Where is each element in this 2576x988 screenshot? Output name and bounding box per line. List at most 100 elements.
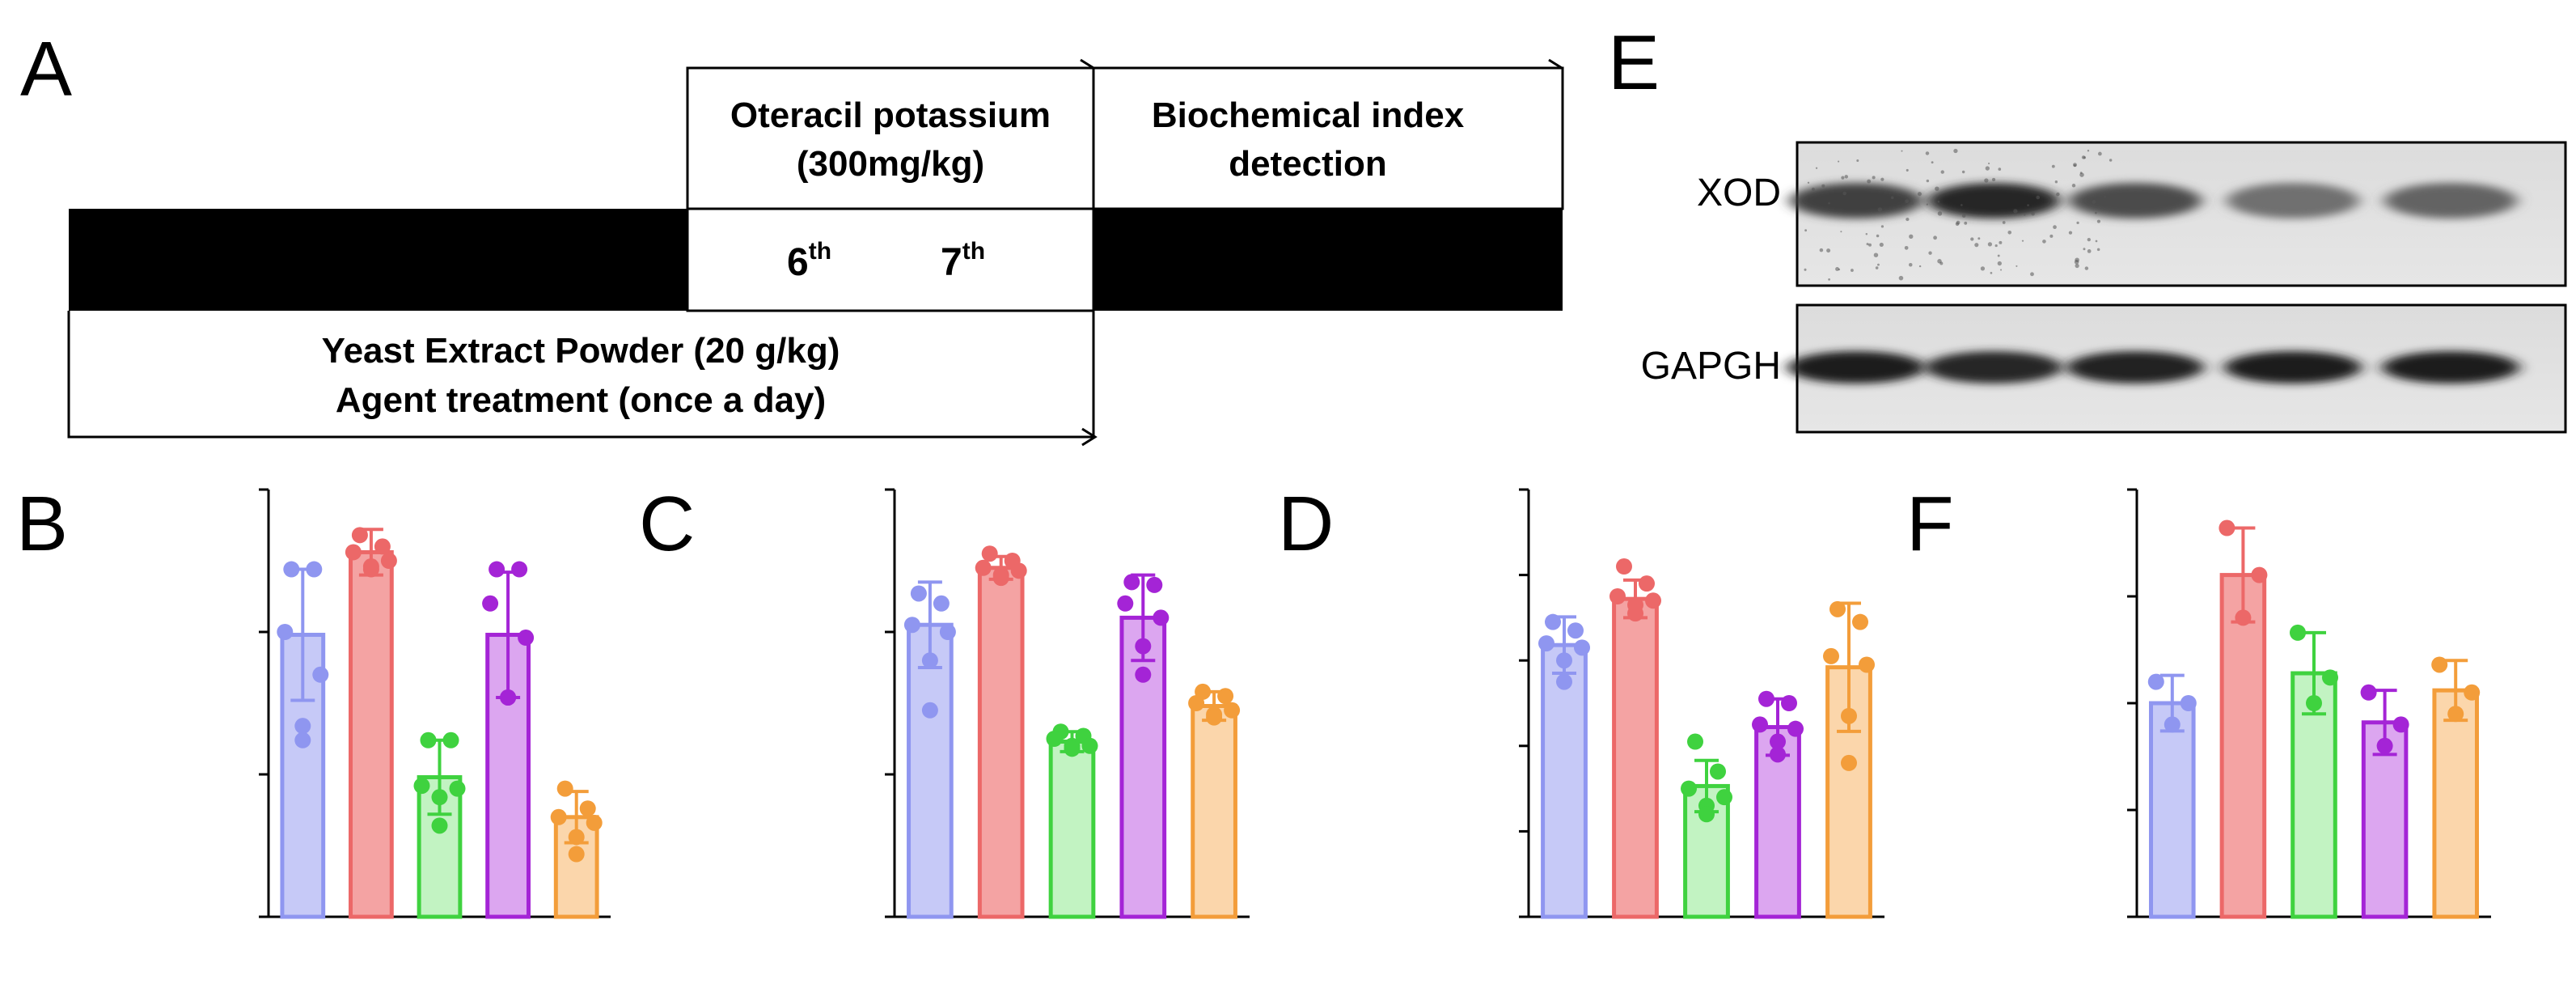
blot-speck (1970, 237, 1974, 241)
data-point (1123, 574, 1140, 591)
data-point (933, 595, 950, 612)
blot-speck (1901, 150, 1903, 152)
data-point (1781, 695, 1797, 711)
data-point (2447, 706, 2464, 723)
gapgh-band-model (1925, 351, 2062, 384)
data-point (1698, 806, 1715, 823)
blot-speck (1804, 229, 1808, 232)
xod-band-al (2069, 183, 2202, 218)
blot-speck (1841, 176, 1845, 180)
data-point (511, 561, 528, 578)
blot-speck (1880, 177, 1884, 181)
data-point (1135, 638, 1152, 655)
blot-speck (1997, 254, 2000, 257)
blot-speck (1821, 184, 1825, 188)
blot-speck (1935, 186, 1939, 191)
blot-speck (2021, 240, 2024, 242)
blot-speck (1880, 225, 1884, 228)
oteracil-line1: Oteracil potassium (730, 95, 1051, 135)
data-point (1545, 613, 1561, 630)
blot-speck (2075, 257, 2079, 263)
blot-speck (2073, 163, 2076, 167)
blot-speck (1828, 278, 1830, 281)
data-point (374, 538, 391, 555)
data-point (1010, 562, 1027, 579)
blot-speck (1991, 177, 1996, 182)
blot-speck (1804, 268, 1807, 271)
blot-speck (1866, 243, 1869, 246)
data-point (1206, 709, 1223, 726)
day-4: 4th (449, 238, 493, 284)
data-point (903, 617, 920, 634)
data-point (2147, 673, 2164, 690)
bar-ctrl (280, 633, 326, 919)
blot-speck (1931, 161, 1934, 164)
data-point (1687, 733, 1703, 750)
blot-speck (1867, 179, 1872, 184)
day-3: 3rd (330, 238, 376, 284)
blot-speck (1898, 275, 1904, 281)
blot-speck (1939, 261, 1944, 265)
blot-speck (1840, 231, 1842, 233)
blot-speck (2071, 184, 2076, 188)
xod-specks (1804, 148, 2113, 281)
chart-panel-f: F (1906, 481, 2491, 919)
panel-label-c: C (639, 481, 695, 567)
blot-speck (2051, 164, 2055, 168)
blot-speck (1908, 262, 1913, 267)
blot-speck (2104, 196, 2106, 198)
timeline-panel: A Oteracil potassium (300mg/kg) Biochemi… (20, 26, 1564, 447)
data-point (1841, 707, 1857, 724)
blot-speck (1909, 234, 1914, 239)
data-point (362, 561, 379, 578)
blot-speck (1955, 222, 1960, 227)
data-point (921, 702, 938, 719)
blot-speck (1873, 252, 1879, 257)
day-1: 1st (87, 238, 130, 284)
blot-speck (2098, 151, 2102, 156)
blot-speck (1937, 211, 1943, 216)
data-point (579, 800, 596, 817)
blot-speck (1865, 232, 1868, 235)
blot-speck (2084, 266, 2089, 270)
data-point (1823, 647, 1839, 664)
blot-speck (1926, 179, 1930, 183)
data-point (1758, 690, 1774, 707)
data-point (312, 666, 329, 683)
chart-panel-d: D (1278, 481, 1884, 919)
data-point (1770, 746, 1786, 763)
blot-speck (2013, 209, 2018, 214)
data-point (449, 780, 466, 797)
blot-speck (2002, 221, 2006, 224)
bar-ih (2432, 688, 2479, 919)
data-point (2290, 624, 2306, 641)
data-point (1627, 605, 1643, 622)
data-point (442, 731, 459, 748)
blot-speck (1977, 237, 1981, 240)
blot-speck (1891, 196, 1894, 200)
chart-panel-b: B (16, 481, 611, 919)
day-2: 2nd (201, 238, 252, 284)
panel-label-e: E (1608, 19, 1660, 106)
data-point (413, 778, 430, 795)
blot-speck (1905, 199, 1910, 204)
data-point (1752, 716, 1768, 733)
data-point (345, 544, 362, 561)
western-blot-panel: E XOD GAPGH (1608, 19, 2567, 434)
data-point (1556, 673, 1572, 690)
blot-speck (1851, 269, 1854, 273)
gapgh-band-al (2066, 351, 2204, 384)
blot-speck (1994, 244, 1998, 248)
blot-speck (2054, 180, 2058, 184)
blot-speck (2027, 204, 2029, 206)
yeast-box-border (67, 311, 1095, 439)
yeast-line2: Agent treatment (once a day) (336, 380, 826, 420)
data-point (981, 545, 998, 562)
data-point (2464, 684, 2481, 701)
blot-speck (1904, 245, 1909, 250)
data-point (1064, 740, 1081, 757)
xod-band-model (1927, 183, 2060, 218)
gapgh-band-ctrl (1787, 351, 1925, 384)
oteracil-box (686, 66, 1095, 210)
